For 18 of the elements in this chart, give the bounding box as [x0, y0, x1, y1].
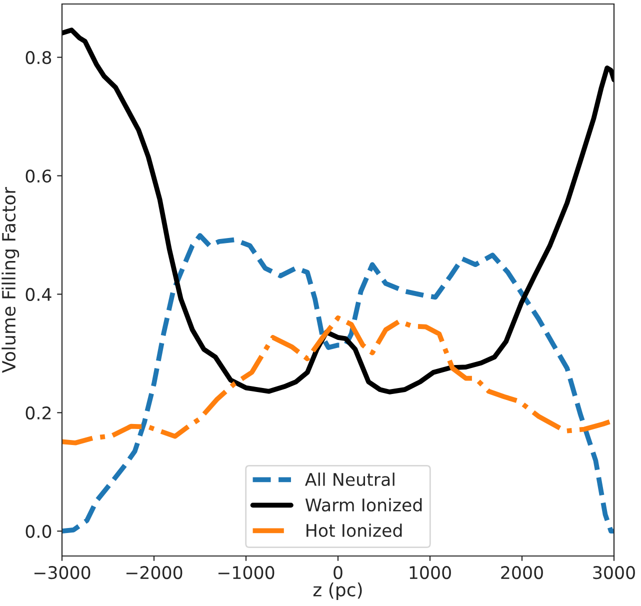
y-tick-label: 0.2 — [26, 406, 51, 420]
x-tick-label: 2000 — [501, 566, 543, 580]
x-tick-label: −3000 — [34, 566, 90, 580]
line-series — [62, 28, 614, 394]
legend-label: Hot Ionized — [306, 524, 402, 538]
x-tick-label: 3000 — [593, 566, 635, 580]
x-tick-label: −2000 — [126, 566, 182, 580]
y-tick-label: 0.8 — [26, 51, 52, 64]
x-tick-label: 0 — [334, 566, 342, 580]
x-tick-label: −1000 — [218, 566, 274, 580]
y-axis-title: Volume Filling Factor — [2, 187, 20, 373]
x-tick-label: 1000 — [410, 566, 451, 580]
y-tick-label: 0.6 — [26, 169, 52, 183]
legend-label: Warm Ionized — [305, 498, 422, 512]
y-tick-label: 0.0 — [26, 524, 52, 538]
x-axis-title: z (pc) — [313, 582, 362, 600]
legend-label: All Neutral — [305, 472, 394, 486]
y-tick-label: 0.4 — [26, 288, 52, 302]
